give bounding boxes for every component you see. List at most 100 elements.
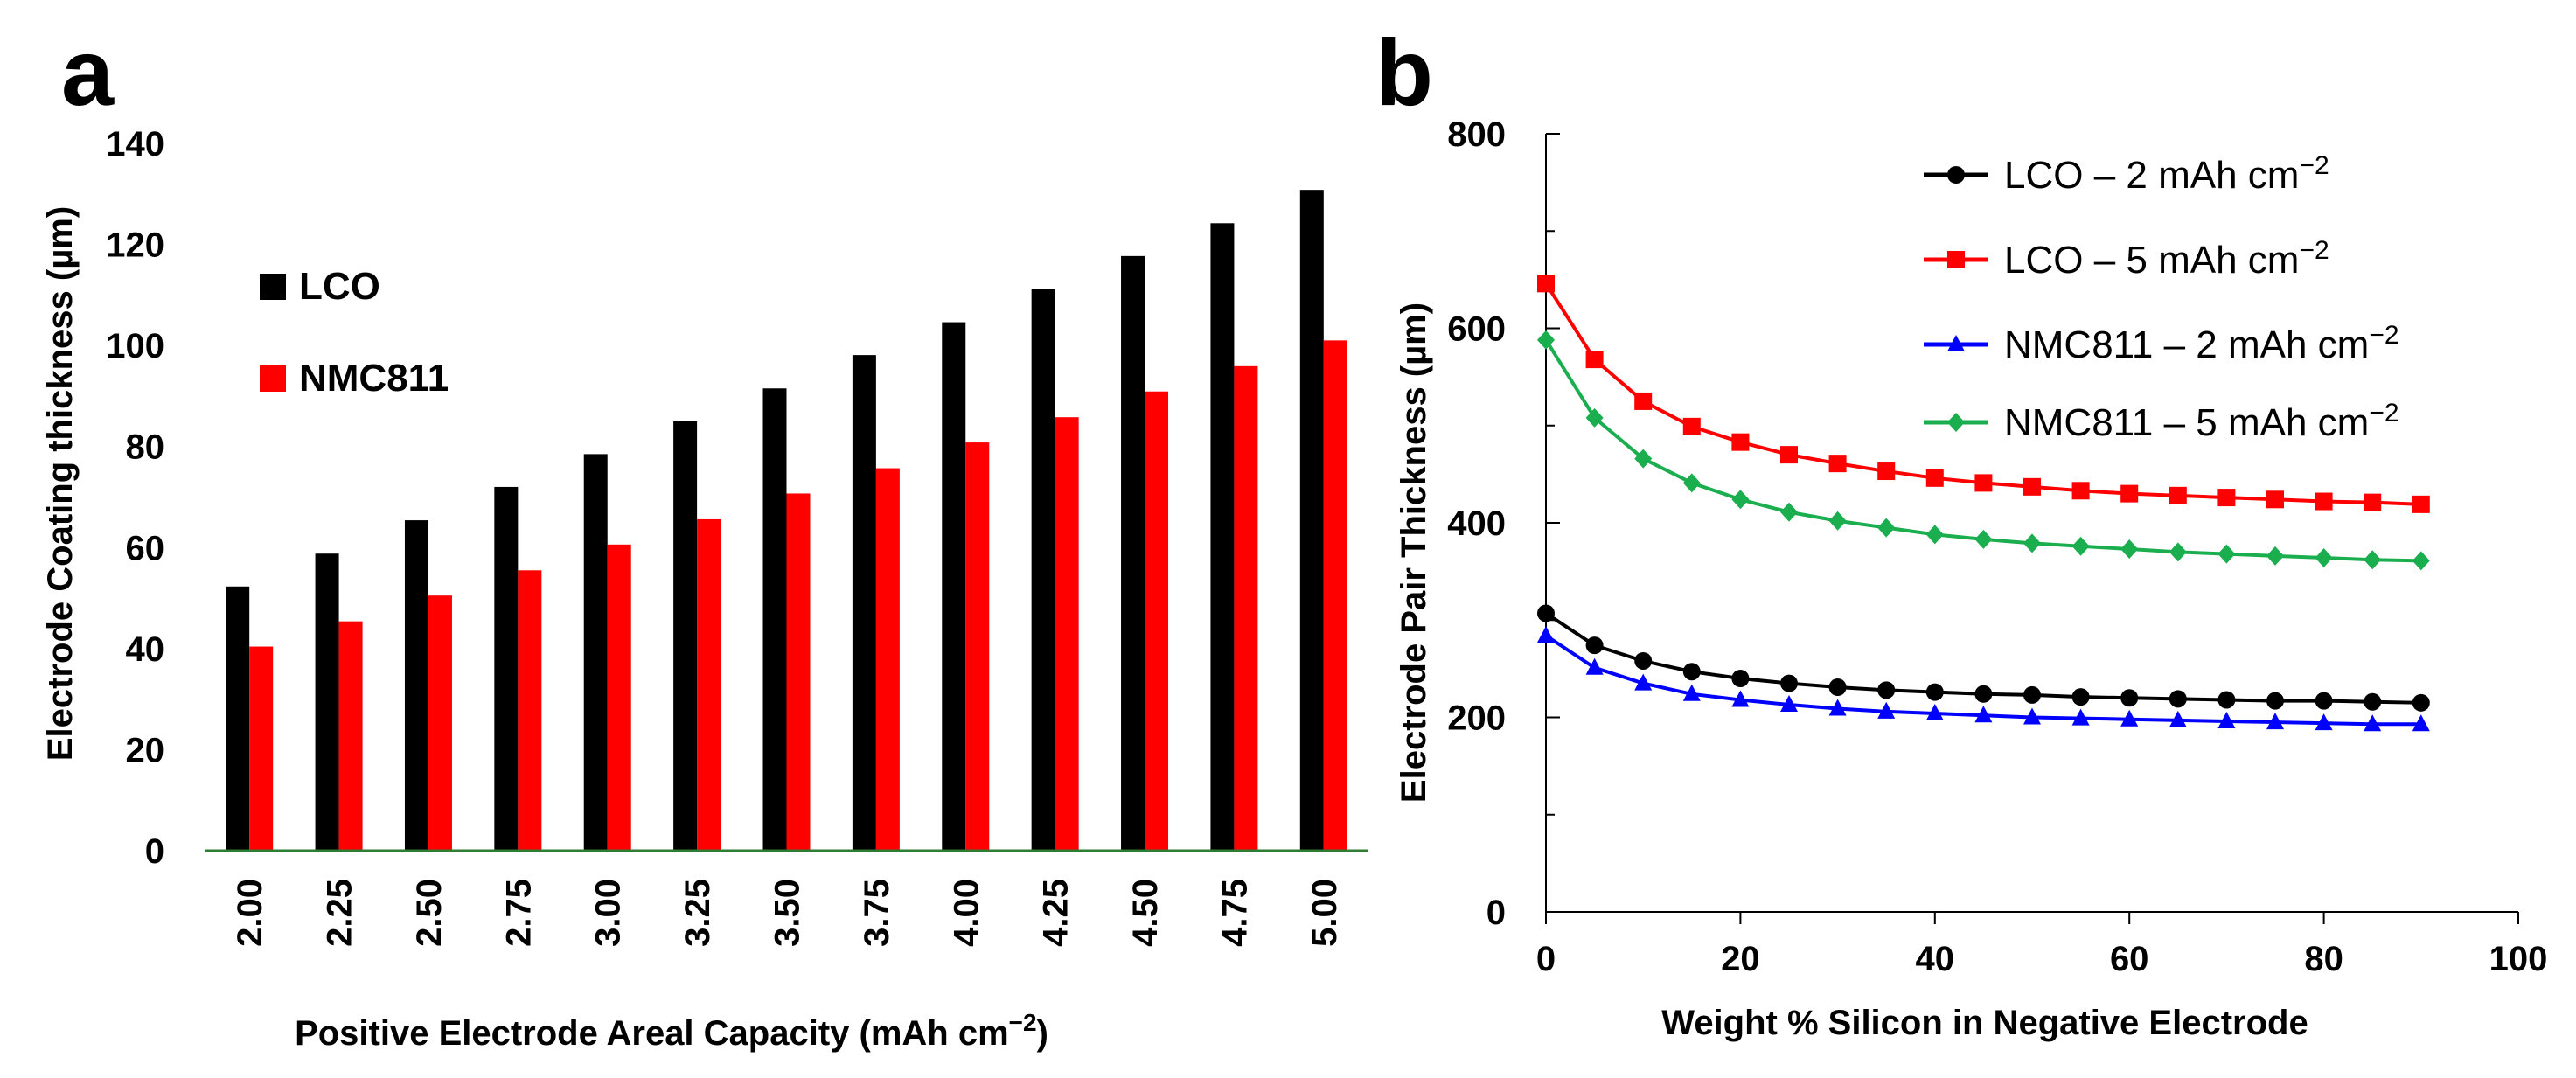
bar-lco-3.25 [673, 421, 698, 851]
bar-nmc811-2.00 [249, 646, 274, 851]
series-1-point [1537, 275, 1555, 293]
panel-a-x-tick: 3.75 [858, 879, 896, 947]
series-3-point [2023, 533, 2041, 553]
series-2-point [2315, 713, 2333, 731]
panel-b-x-tick: 40 [1916, 940, 1955, 978]
series-3-point [2169, 542, 2187, 562]
series-2-point [2169, 710, 2187, 727]
bar-lco-2.25 [315, 553, 339, 851]
legend-nmc-5-label: NMC811 – 5 mAh cm−2 [2004, 399, 2399, 444]
panel-a-x-tick: 3.25 [679, 879, 717, 947]
series-3-point [1828, 511, 1847, 531]
series-line-3 [1544, 338, 2421, 563]
legend-lco-5-label: LCO – 5 mAh cm−2 [2004, 236, 2329, 282]
panel-b-x-axis-title: Weight % Silicon in Negative Electrode [1661, 1004, 2308, 1042]
series-3-point [2364, 550, 2382, 570]
bar-lco-3.00 [583, 454, 608, 851]
series-1-point [2169, 486, 2187, 504]
panel-b-y-tick: 0 [1486, 894, 1506, 932]
panel-a-legend: LCO NMC811 [260, 265, 449, 400]
series-2-point [2023, 707, 2041, 725]
bar-nmc811-5.00 [1323, 340, 1347, 852]
series-3-point [1925, 525, 1944, 545]
bar-lco-4.50 [1121, 255, 1145, 851]
panel-a-x-tick: 2.75 [499, 879, 538, 947]
bar-lco-4.75 [1210, 223, 1235, 852]
legend-nmc811-swatch [260, 365, 286, 392]
legend-marker-shape [1947, 413, 1965, 432]
legend-nmc-5-marker [1947, 413, 1965, 432]
series-2-point [1634, 673, 1653, 691]
bar-nmc811-3.75 [875, 468, 900, 851]
bar-nmc811-4.75 [1234, 365, 1258, 852]
series-1-point [2266, 490, 2284, 509]
series-0-point [2315, 692, 2333, 710]
series-1-point [1682, 417, 1701, 435]
series-2-point [2412, 714, 2430, 732]
legend-marker-shape [1947, 251, 1965, 268]
series-2-point [2266, 713, 2284, 730]
bar-lco-2.00 [226, 586, 250, 851]
series-1-point [2315, 492, 2333, 511]
series-3-point [1974, 529, 1993, 549]
panel-a-x-axis-title-main: Positive Electrode Areal Capacity (mAh c… [295, 1014, 1009, 1053]
bar-nmc811-2.50 [428, 595, 452, 851]
series-3-point [1877, 518, 1896, 538]
series-3-point [1780, 502, 1798, 522]
legend-nmc811-label: NMC811 [299, 357, 449, 400]
series-2-point [2071, 708, 2090, 726]
panel-a-x-tick: 4.25 [1037, 879, 1076, 947]
series-3-point [2315, 548, 2333, 568]
series-0-point [1974, 685, 1993, 703]
panel-a-x-tick: 2.25 [321, 879, 359, 947]
bar-nmc811-3.00 [607, 544, 631, 851]
bar-nmc811-4.25 [1055, 417, 1079, 851]
legend-lco-2-entry: LCO – 2 mAh cm−2 [1924, 151, 2329, 197]
panel-a-y-tick: 0 [145, 832, 164, 871]
legend-nmc-5-entry: NMC811 – 5 mAh cm−2 [1924, 399, 2399, 444]
legend-lco-5-marker [1947, 251, 1965, 268]
bar-lco-2.75 [494, 486, 519, 851]
series-0-point [1877, 681, 1896, 699]
panel-a-x-axis-title-end: ) [1037, 1014, 1048, 1053]
series-3-point [1634, 449, 1653, 469]
legend-nmc-2-label: NMC811 – 2 mAh cm−2 [2004, 321, 2399, 366]
panel-b-y-axis-title: Electrode Pair Thickness (µm) [1395, 303, 1433, 803]
series-1-point [2217, 489, 2236, 507]
series-1-point [2412, 495, 2430, 513]
panel-a-x-axis-title: Positive Electrode Areal Capacity (mAh c… [295, 1009, 1048, 1053]
panel-a-y-tick: 40 [126, 630, 165, 669]
panel-a-y-tick: 140 [106, 125, 164, 163]
panel-a-x-tick: 2.50 [410, 879, 449, 947]
series-0-point [1828, 678, 1847, 697]
panel-a-y-tick: 20 [126, 731, 165, 769]
legend-lco-2-text: LCO – 2 mAh cm [2004, 154, 2299, 197]
panel-a-x-tick: 3.00 [589, 879, 628, 947]
series-0-point [2120, 689, 2139, 707]
panel-b-x-tick: 100 [2489, 940, 2548, 978]
series-0-point [2412, 693, 2430, 712]
legend-nmc-2-text: NMC811 – 2 mAh cm [2004, 323, 2369, 366]
series-2-point [1731, 690, 1750, 707]
series-3-point [2120, 539, 2139, 560]
series-3-point [2266, 546, 2284, 566]
series-3-point [2412, 551, 2430, 571]
bar-lco-5.00 [1299, 190, 1324, 852]
series-2-point [2217, 711, 2236, 728]
series-2-point [1682, 684, 1701, 701]
panel-b-series [1537, 275, 2430, 732]
bar-nmc811-3.25 [697, 518, 721, 851]
bar-nmc811-2.75 [518, 570, 542, 851]
series-0-point [1537, 604, 1555, 622]
bar-nmc811-2.25 [338, 621, 363, 851]
series-2-point [1828, 699, 1847, 716]
legend-lco-2-sup: −2 [2299, 151, 2329, 180]
series-3-point [1682, 473, 1701, 493]
legend-nmc-2-entry: NMC811 – 2 mAh cm−2 [1924, 321, 2399, 366]
panel-b-y-tick: 600 [1447, 310, 1506, 349]
legend-lco-2-marker [1947, 166, 1965, 184]
legend-lco-5-entry: LCO – 5 mAh cm−2 [1924, 236, 2329, 282]
series-0-point [1731, 670, 1750, 687]
panel-a-x-tick: 2.00 [231, 879, 269, 947]
panel-b-x-tick: 0 [1536, 940, 1556, 978]
